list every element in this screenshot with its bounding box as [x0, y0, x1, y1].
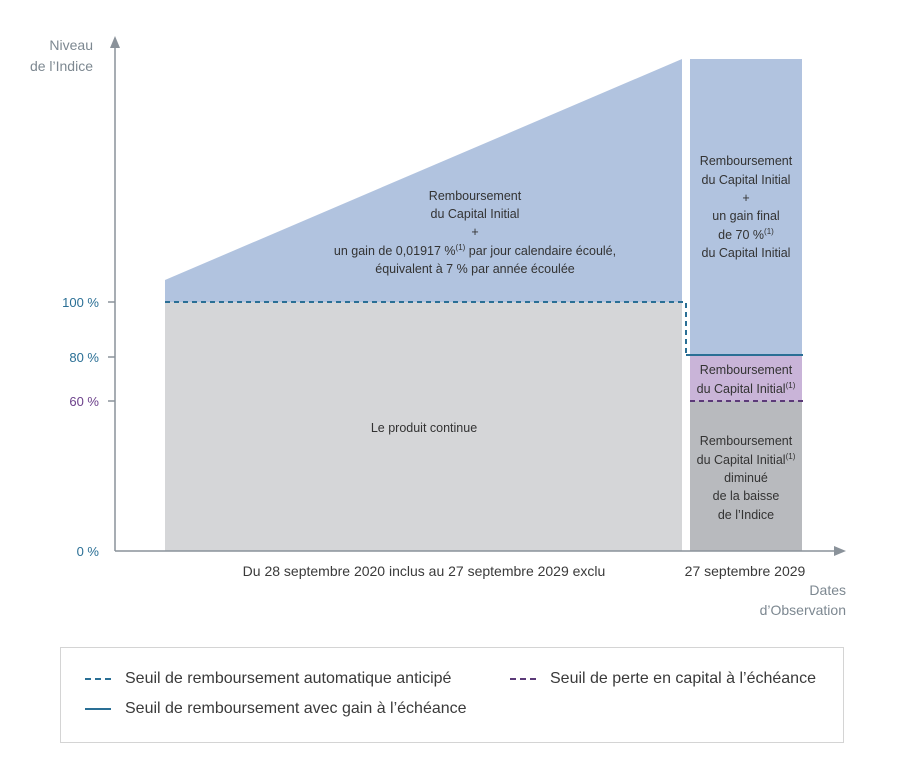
legend-swatch-capital-loss	[510, 678, 536, 680]
right-loss-line4: de la baisse	[713, 489, 780, 503]
legend-swatch-gain	[85, 708, 111, 710]
y-tick-label-100: 100 %	[62, 295, 99, 310]
right-capital-line2: du Capital Initial(1)	[697, 381, 796, 396]
right-loss-line2-pre: du Capital Initial	[697, 453, 786, 467]
right-gain-line4: un gain final	[712, 209, 779, 223]
right-gain-text: Remboursement du Capital Initial + un ga…	[700, 154, 793, 260]
legend: Seuil de remboursement automatique antic…	[60, 647, 844, 743]
right-gain-line2: du Capital Initial	[702, 173, 791, 187]
left-continue-region	[165, 302, 682, 551]
y-tick-label-0: 0 %	[77, 544, 100, 559]
right-loss-line3: diminué	[724, 471, 768, 485]
right-loss-line5: de l’Indice	[718, 508, 774, 522]
right-gain-line5-pre: de 70 %	[718, 228, 764, 242]
left-gain-line2: du Capital Initial	[431, 207, 520, 221]
left-gain-line4-pre: un gain de 0,01917 %	[334, 244, 456, 258]
right-capital-region	[690, 355, 802, 401]
left-continue-text: Le produit continue	[371, 421, 477, 435]
right-loss-text: Remboursement du Capital Initial(1) dimi…	[697, 434, 796, 522]
legend-item-gain: Seuil de remboursement avec gain à l’éch…	[85, 700, 467, 718]
left-gain-line4: un gain de 0,01917 %(1) par jour calenda…	[334, 243, 616, 258]
legend-label-autocall: Seuil de remboursement automatique antic…	[125, 670, 452, 687]
x-label-period: Du 28 septembre 2020 inclus au 27 septem…	[243, 563, 606, 579]
right-capital-line1: Remboursement	[700, 363, 793, 377]
y-tick-label-60: 60 %	[69, 394, 99, 409]
y-tick-label-80: 80 %	[69, 350, 99, 365]
right-gain-line3: +	[742, 191, 749, 205]
legend-label-gain: Seuil de remboursement avec gain à l’éch…	[125, 700, 467, 717]
x-label-final: 27 septembre 2029	[685, 563, 806, 579]
right-capital-line2-sup: (1)	[786, 381, 796, 390]
right-loss-region	[690, 401, 802, 551]
left-gain-line1: Remboursement	[429, 189, 522, 203]
right-gain-line5: de 70 %(1)	[718, 227, 774, 242]
y-axis-title-line2: de l’Indice	[30, 58, 93, 74]
left-gain-text: Remboursement du Capital Initial + un ga…	[334, 189, 616, 276]
legend-swatch-autocall	[85, 678, 111, 680]
legend-label-capital-loss: Seuil de perte en capital à l’échéance	[550, 670, 816, 687]
x-axis-arrow	[834, 546, 846, 556]
right-capital-line2-pre: du Capital Initial	[697, 382, 786, 396]
autocall-threshold-line	[165, 301, 687, 355]
right-gain-line5-sup: (1)	[764, 227, 774, 236]
y-axis-arrow	[110, 36, 120, 48]
right-loss-line2-sup: (1)	[786, 452, 796, 461]
right-loss-line1: Remboursement	[700, 434, 793, 448]
right-capital-text: Remboursement du Capital Initial(1)	[697, 363, 796, 396]
right-gain-line1: Remboursement	[700, 154, 793, 168]
right-gain-line6: du Capital Initial	[702, 246, 791, 260]
x-axis-title-line2: d’Observation	[760, 602, 846, 618]
right-gain-region	[690, 59, 802, 355]
legend-item-autocall: Seuil de remboursement automatique antic…	[85, 670, 451, 688]
left-gain-line4-sup: (1)	[456, 243, 466, 252]
left-gain-line4-post: par jour calendaire écoulé,	[465, 244, 616, 258]
y-axis-title-line1: Niveau	[49, 37, 93, 53]
x-axis-title-line1: Dates	[809, 582, 846, 598]
payoff-diagram: Niveau de l’Indice Dates d’Observation 1…	[30, 36, 846, 618]
right-loss-line2: du Capital Initial(1)	[697, 452, 796, 467]
legend-item-capital-loss: Seuil de perte en capital à l’échéance	[510, 670, 816, 688]
left-gain-line3: +	[471, 225, 478, 239]
left-gain-region	[165, 59, 682, 302]
left-gain-line5: équivalent à 7 % par année écoulée	[375, 262, 575, 276]
